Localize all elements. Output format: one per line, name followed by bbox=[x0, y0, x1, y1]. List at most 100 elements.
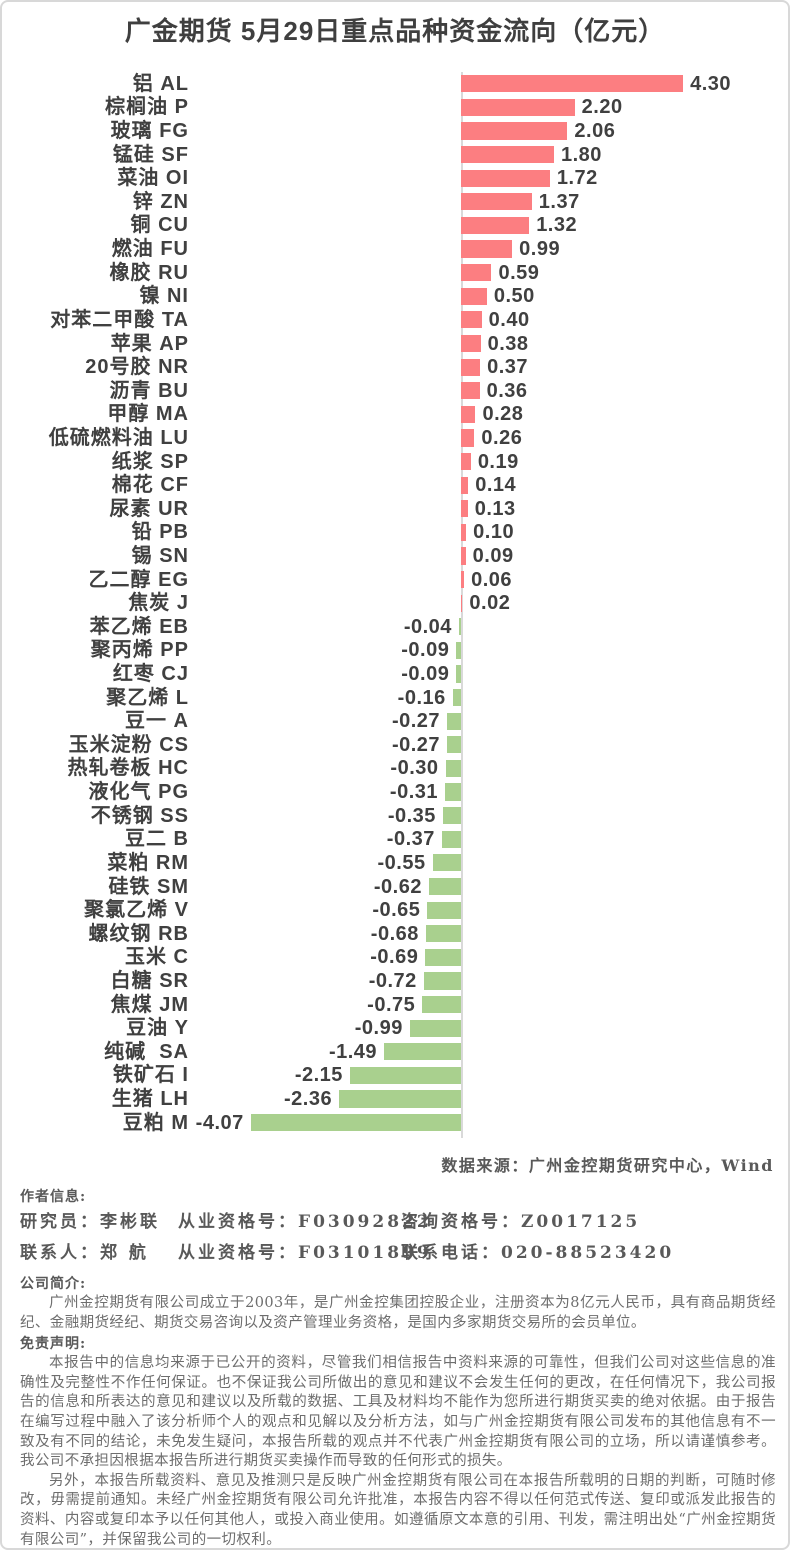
value-label: 0.38 bbox=[487, 332, 529, 355]
contact-field: 联系人：郑 航 bbox=[20, 1243, 149, 1263]
value-label: -0.31 bbox=[389, 781, 438, 804]
value-label: 0.06 bbox=[471, 568, 513, 591]
category-label: 焦煤 JM bbox=[110, 993, 189, 1016]
category-label: 玉米 C bbox=[125, 946, 189, 969]
category-label: 苯乙烯 EB bbox=[89, 615, 189, 638]
author-contact-lines: 研究员：李彬联 从业资格号：F03092822 咨询资格号：Z0017125 联系人：… bbox=[20, 1207, 776, 1269]
chart-row: 纸浆 SP 0.19 bbox=[2, 450, 788, 474]
positive-bar bbox=[461, 311, 482, 329]
value-label: -0.75 bbox=[367, 993, 416, 1016]
positive-bar bbox=[461, 570, 465, 589]
positive-bar bbox=[461, 193, 532, 211]
chart-row: 棕榈油 P 2.20 bbox=[2, 96, 788, 120]
data-source-note: 数据来源：广州金控期货研究中心，Wind bbox=[441, 1156, 774, 1175]
value-label: 0.37 bbox=[487, 356, 529, 379]
positive-bar bbox=[461, 287, 487, 305]
chart-row: 20号胶 NR 0.37 bbox=[2, 355, 788, 379]
negative-bar bbox=[409, 1019, 461, 1037]
positive-bar bbox=[461, 122, 568, 140]
value-label: -0.16 bbox=[397, 686, 446, 709]
category-label: 液化气 PG bbox=[88, 781, 189, 804]
chart-row: 红枣 CJ -0.09 bbox=[2, 662, 788, 686]
value-label: -0.35 bbox=[387, 804, 436, 827]
value-label: 0.14 bbox=[475, 474, 517, 497]
chart-row: 纯碱 SA -1.49 bbox=[2, 1040, 788, 1064]
value-label: -0.09 bbox=[401, 663, 450, 686]
chart-row: 苯乙烯 EB -0.04 bbox=[2, 615, 788, 639]
negative-bar bbox=[427, 901, 461, 919]
category-label: 尿素 UR bbox=[109, 497, 189, 520]
positive-bar bbox=[461, 334, 481, 353]
chart-row: 铁矿石 I -2.15 bbox=[2, 1064, 788, 1088]
negative-bar bbox=[428, 877, 461, 896]
chart-row: 玉米 C -0.69 bbox=[2, 946, 788, 970]
category-label: 低硫燃料油 LU bbox=[48, 426, 189, 449]
positive-bar bbox=[461, 523, 467, 541]
negative-bar bbox=[425, 925, 461, 943]
category-label: 豆一 A bbox=[125, 710, 189, 733]
chart-row: 硅铁 SM -0.62 bbox=[2, 875, 788, 899]
value-label: 0.28 bbox=[482, 403, 524, 426]
contact-line: 研究员：李彬联 从业资格号：F03092822 咨询资格号：Z0017125 bbox=[20, 1207, 776, 1238]
value-label: -0.68 bbox=[370, 922, 419, 945]
category-label: 聚氯乙烯 V bbox=[84, 899, 189, 922]
value-label: -0.09 bbox=[401, 639, 450, 662]
negative-bar bbox=[444, 783, 461, 801]
category-label: 玻璃 FG bbox=[110, 120, 189, 143]
value-label: -0.30 bbox=[390, 757, 439, 780]
category-label: 苹果 AP bbox=[110, 332, 189, 355]
category-label: 聚乙烯 L bbox=[106, 686, 189, 709]
contact-field: 从业资格号：F03101899 bbox=[178, 1243, 432, 1263]
value-label: 0.50 bbox=[493, 285, 535, 308]
chart-row: 橡胶 RU 0.59 bbox=[2, 261, 788, 285]
negative-bar bbox=[445, 759, 461, 778]
positive-bar bbox=[461, 264, 492, 282]
chart-row: 乙二醇 EG 0.06 bbox=[2, 568, 788, 592]
negative-bar bbox=[442, 807, 461, 825]
category-label: 螺纹钢 RB bbox=[88, 922, 189, 945]
bar-chart: 铝 AL 4.30 棕榈油 P 2.20 玻璃 FG 2.06 锰硅 SF 1.80 菜油 OI… bbox=[2, 72, 788, 1138]
chart-row: 菜粕 RM -0.55 bbox=[2, 851, 788, 875]
category-label: 白糖 SR bbox=[110, 969, 189, 992]
contact-field: 研究员：李彬联 bbox=[20, 1212, 160, 1232]
positive-bar bbox=[461, 500, 468, 518]
value-label: 0.02 bbox=[469, 592, 511, 615]
value-label: -0.37 bbox=[386, 828, 435, 851]
category-label: 纸浆 SP bbox=[111, 450, 189, 473]
chart-row: 对苯二甲酸 TA 0.40 bbox=[2, 308, 788, 332]
chart-row: 尿素 UR 0.13 bbox=[2, 497, 788, 521]
category-label: 锰硅 SF bbox=[112, 143, 189, 166]
positive-bar bbox=[461, 216, 530, 235]
category-label: 聚丙烯 PP bbox=[90, 639, 189, 662]
value-label: -4.07 bbox=[195, 1111, 244, 1134]
positive-bar bbox=[461, 429, 475, 447]
company-profile-text: 广州金控期货有限公司成立于2003年，是广州金控集团控股企业，注册资本为8亿元人… bbox=[20, 1295, 776, 1331]
value-label: 1.32 bbox=[536, 214, 578, 237]
chart-row: 低硫燃料油 LU 0.26 bbox=[2, 426, 788, 450]
disclaimer-paragraph-1: 本报告中的信息均来源于已公开的资料，尽管我们相信报告中资料来源的可靠性，但我们公… bbox=[20, 1355, 776, 1470]
category-label: 热轧卷板 HC bbox=[67, 757, 189, 780]
contact-field: 咨询资格号：Z0017125 bbox=[401, 1212, 641, 1232]
footer-text-block: 作者信息: 研究员：李彬联 从业资格号：F03092822 咨询资格号：Z00171… bbox=[20, 1188, 776, 1548]
value-label: -0.72 bbox=[368, 969, 417, 992]
negative-bar bbox=[447, 712, 461, 730]
negative-bar bbox=[447, 736, 461, 754]
category-label: 豆油 Y bbox=[126, 1017, 189, 1040]
value-label: 0.09 bbox=[472, 544, 514, 567]
positive-bar bbox=[461, 98, 575, 116]
chart-row: 苹果 AP 0.38 bbox=[2, 332, 788, 356]
chart-row: 生猪 LH -2.36 bbox=[2, 1087, 788, 1111]
chart-row: 不锈钢 SS -0.35 bbox=[2, 804, 788, 828]
category-label: 铅 PB bbox=[131, 521, 189, 544]
value-label: 2.06 bbox=[574, 120, 616, 143]
chart-row: 棉花 CF 0.14 bbox=[2, 473, 788, 497]
category-label: 乙二醇 EG bbox=[88, 568, 189, 591]
chart-row: 聚氯乙烯 V -0.65 bbox=[2, 898, 788, 922]
value-label: -0.27 bbox=[391, 710, 441, 733]
category-label: 棉花 CF bbox=[111, 474, 189, 497]
category-label: 不锈钢 SS bbox=[90, 804, 189, 827]
negative-bar bbox=[422, 995, 461, 1014]
positive-bar bbox=[461, 358, 481, 376]
negative-bar bbox=[456, 665, 461, 683]
